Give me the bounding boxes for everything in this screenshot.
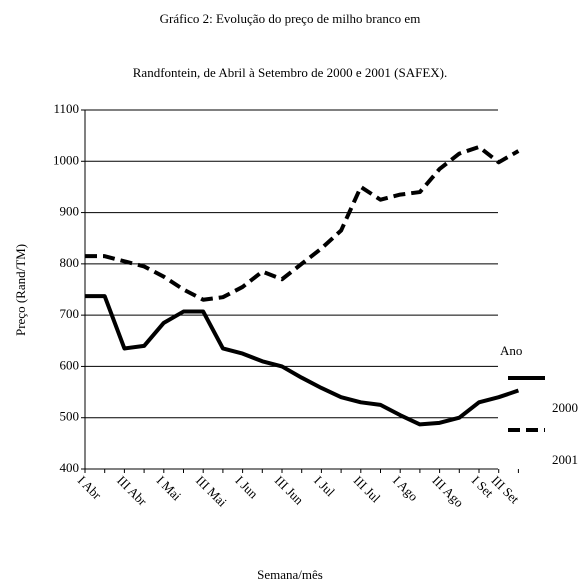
y-tick-label: 400 [60, 460, 80, 475]
y-tick-label: 600 [60, 357, 80, 372]
y-tick-label: 700 [60, 306, 80, 321]
x-tick-label: III Jun [272, 473, 307, 508]
x-tick-label: III Jul [351, 473, 384, 506]
legend-title: Ano [500, 343, 522, 358]
x-tick-label: III Abr [114, 473, 150, 509]
y-axis-label: Preço (Rand/TM) [13, 244, 28, 336]
x-tick-label: III Ago [429, 473, 466, 510]
x-axis-label: Semana/mês [257, 567, 323, 582]
x-tick-label: I Abr [75, 473, 105, 503]
legend-label: 2000 [552, 400, 578, 415]
data-line [85, 144, 520, 302]
y-tick-label: 800 [60, 255, 80, 270]
y-tick-label: 1100 [53, 101, 79, 116]
chart-subtitle: Randfontein, de Abril à Setembro de 2000… [133, 65, 447, 80]
y-tick-label: 500 [60, 409, 80, 424]
legend-label: 2001 [552, 452, 578, 467]
x-tick-label: I Jun [232, 473, 261, 502]
x-tick-label: I Ago [390, 473, 421, 504]
x-tick-label: III Mai [193, 473, 230, 510]
chart-title: Gráfico 2: Evolução do preço de milho br… [160, 11, 421, 26]
data-line [85, 294, 520, 427]
y-tick-label: 1000 [53, 152, 79, 167]
x-tick-label: I Jul [311, 473, 338, 500]
y-tick-label: 900 [60, 204, 80, 219]
x-tick-label: I Mai [154, 473, 185, 504]
